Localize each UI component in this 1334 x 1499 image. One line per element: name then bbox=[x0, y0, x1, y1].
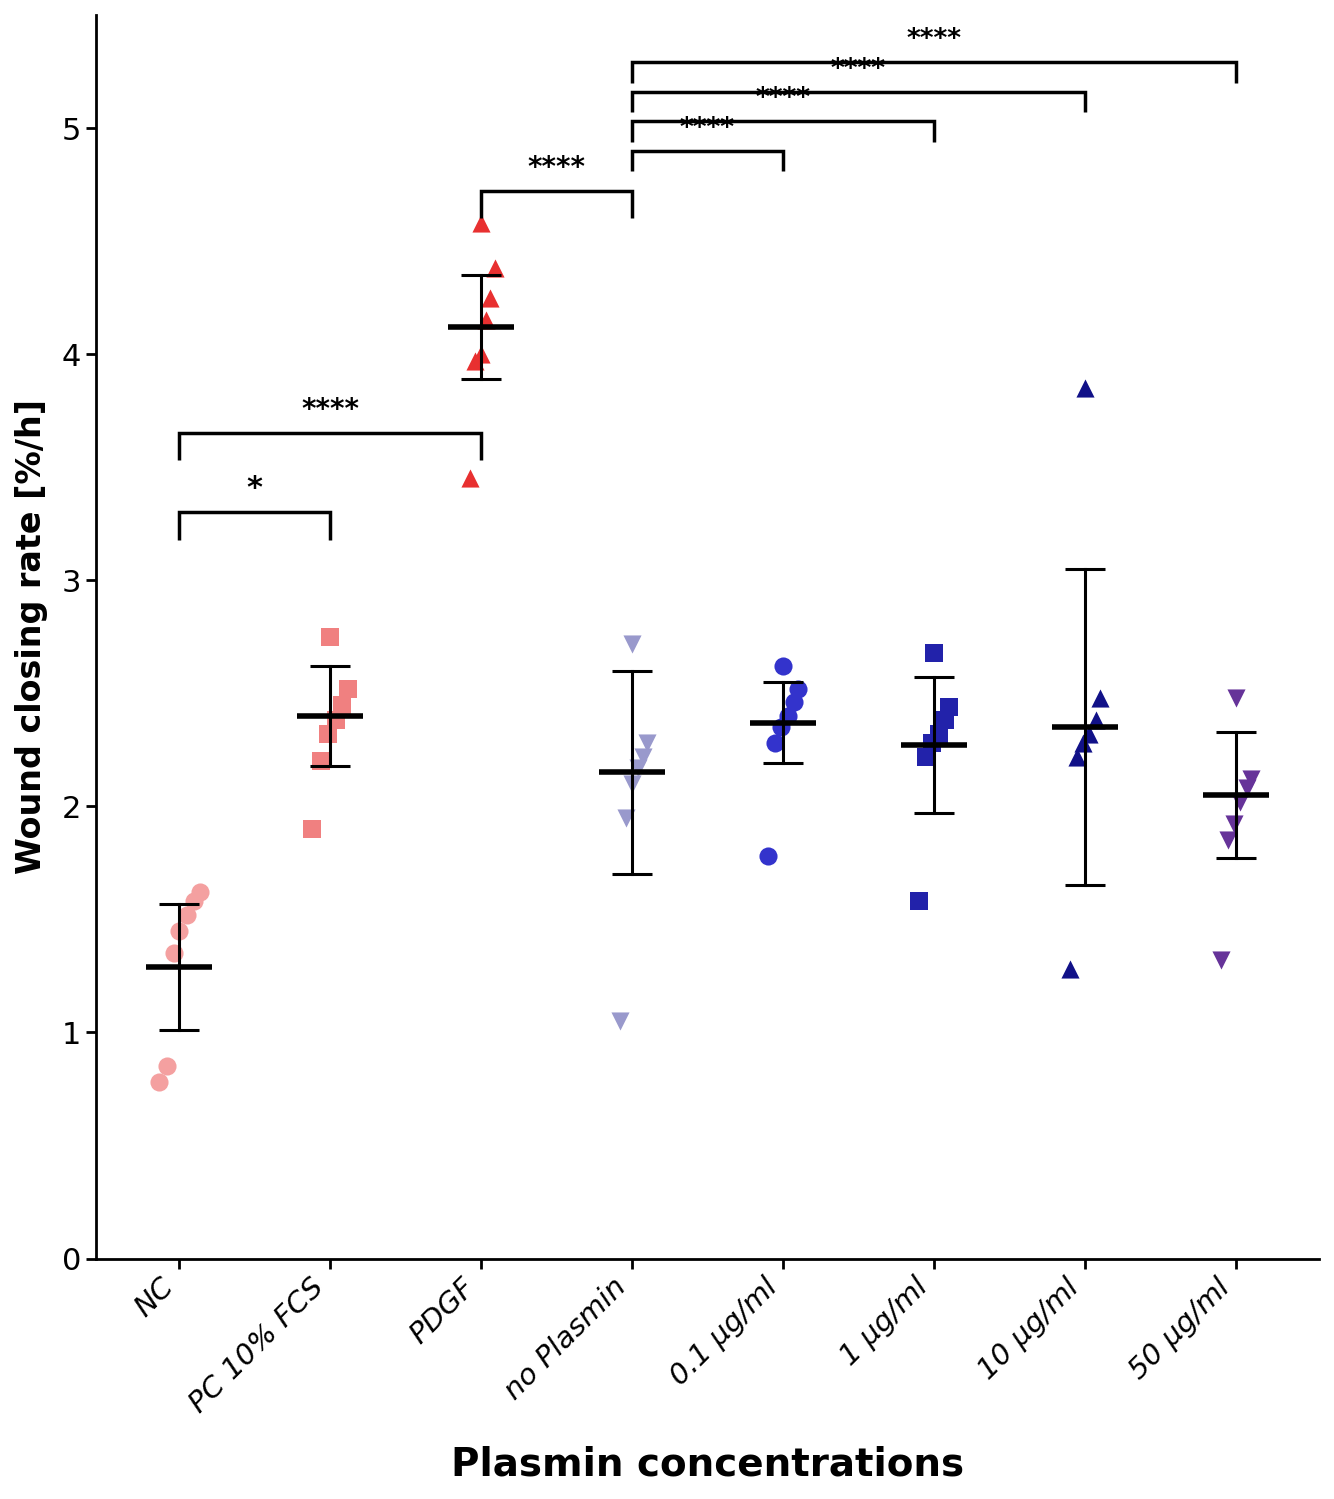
Point bbox=[622, 631, 643, 655]
Point bbox=[484, 256, 506, 280]
Point bbox=[615, 805, 636, 829]
Point bbox=[331, 693, 352, 717]
Point bbox=[922, 732, 943, 755]
Point bbox=[311, 750, 332, 773]
Point bbox=[471, 211, 492, 235]
Y-axis label: Wound closing rate [%/h]: Wound closing rate [%/h] bbox=[15, 399, 48, 874]
Text: ****: **** bbox=[527, 154, 586, 183]
Point bbox=[338, 676, 359, 700]
Text: *: * bbox=[247, 474, 263, 504]
Point bbox=[475, 309, 496, 333]
Point bbox=[776, 705, 798, 729]
Point bbox=[764, 732, 786, 755]
Point bbox=[460, 466, 482, 490]
Point bbox=[1210, 947, 1231, 971]
Point bbox=[787, 676, 808, 700]
Point bbox=[1074, 376, 1095, 400]
Point bbox=[1241, 767, 1262, 791]
Point bbox=[923, 640, 944, 664]
Point bbox=[1230, 790, 1251, 814]
Point bbox=[189, 880, 211, 904]
Point bbox=[156, 1054, 177, 1078]
Text: ****: **** bbox=[831, 57, 886, 82]
Point bbox=[325, 709, 347, 733]
Point bbox=[632, 745, 654, 769]
Point bbox=[622, 772, 643, 796]
Point bbox=[934, 709, 955, 733]
Point bbox=[148, 1070, 169, 1094]
Text: ****: **** bbox=[907, 27, 962, 54]
Text: ****: **** bbox=[680, 115, 735, 141]
Point bbox=[1067, 745, 1089, 769]
Point bbox=[1079, 723, 1101, 747]
Point bbox=[317, 723, 339, 747]
Point bbox=[1085, 709, 1106, 733]
Point bbox=[479, 286, 500, 310]
Point bbox=[176, 902, 197, 926]
Text: ****: **** bbox=[301, 396, 359, 424]
Point bbox=[1235, 776, 1257, 800]
Point bbox=[915, 745, 936, 769]
Point bbox=[184, 889, 205, 913]
Point bbox=[1223, 812, 1245, 836]
Point bbox=[168, 919, 189, 943]
Point bbox=[771, 715, 792, 739]
Point bbox=[1059, 958, 1081, 982]
Point bbox=[783, 691, 804, 715]
Point bbox=[938, 696, 959, 720]
Point bbox=[627, 755, 648, 779]
Point bbox=[772, 654, 794, 678]
Text: ****: **** bbox=[755, 87, 811, 112]
X-axis label: Plasmin concentrations: Plasmin concentrations bbox=[451, 1447, 964, 1484]
Point bbox=[319, 625, 340, 649]
Point bbox=[164, 941, 185, 965]
Point bbox=[471, 342, 492, 366]
Point bbox=[1226, 687, 1247, 711]
Point bbox=[908, 889, 930, 913]
Point bbox=[610, 1009, 631, 1033]
Point bbox=[301, 817, 323, 841]
Point bbox=[636, 732, 658, 755]
Point bbox=[758, 844, 779, 868]
Point bbox=[928, 723, 950, 747]
Point bbox=[464, 349, 486, 373]
Point bbox=[1090, 687, 1111, 711]
Point bbox=[1073, 732, 1094, 755]
Point bbox=[1218, 829, 1239, 853]
